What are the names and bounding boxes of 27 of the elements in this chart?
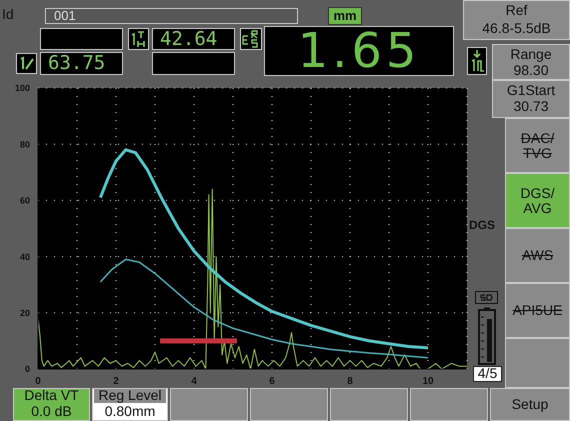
x-tick-label: 10 (422, 376, 434, 388)
y-tick-label: 40 (20, 252, 30, 262)
text: Setup (510, 394, 550, 414)
text: 30.73 (512, 98, 550, 115)
y-tick-label: 20 (20, 308, 30, 318)
text: 0.80mm (104, 403, 156, 420)
y-tick-label: 60 (20, 196, 30, 206)
y-tick-label: 80 (20, 139, 30, 150)
text: 98.30 (513, 62, 549, 79)
text: Ref (504, 2, 528, 20)
text: 46.8-5.5dB (481, 20, 552, 38)
line-series (100, 258, 429, 359)
text: 0.0 dB (30, 403, 73, 420)
text: Delta VT (23, 387, 80, 404)
x-tick-label: 6 (269, 376, 276, 388)
text: Range (509, 46, 553, 63)
text: G1Start (506, 82, 556, 99)
x-tick-label: 2 (113, 376, 120, 388)
x-tick-label: 8 (347, 376, 354, 388)
text: 1.65 (296, 22, 422, 79)
x-tick-label: 4 (191, 376, 198, 388)
y-tick-label: 100 (14, 83, 30, 94)
text: Id (2, 6, 15, 24)
line-series (98, 148, 430, 350)
x-tick-label: 0 (35, 376, 42, 388)
text: DGS (468, 218, 496, 234)
y-tick-label: 0 (24, 364, 30, 374)
